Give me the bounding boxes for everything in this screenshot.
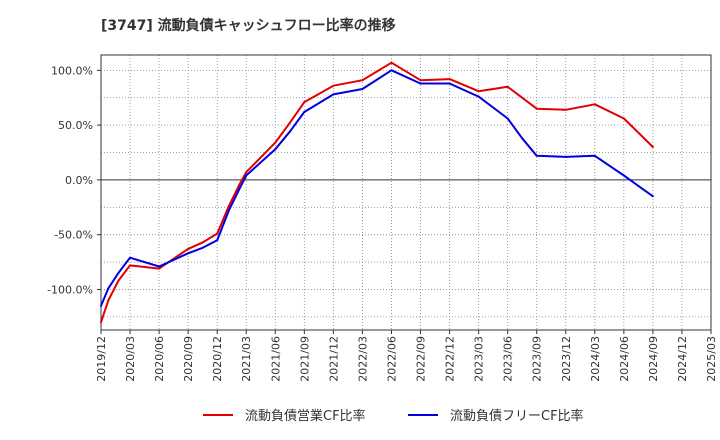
series-1-point: [448, 82, 451, 85]
series-0-point: [361, 79, 364, 82]
series-0-point: [216, 232, 219, 235]
series-1-point: [303, 111, 306, 113]
y-tick-label: 100.0%: [51, 64, 93, 77]
series-1-point: [107, 287, 110, 290]
series-0-point: [201, 241, 204, 244]
series-1-point: [506, 117, 509, 120]
series-1-point: [332, 93, 335, 96]
series-line-0: [100, 61, 654, 323]
series-1-point: [361, 88, 364, 90]
series-1-point: [117, 272, 120, 274]
x-tick-label: 2021/12: [327, 336, 340, 382]
x-tick-label: 2022/03: [356, 336, 369, 382]
series-0-point: [100, 321, 102, 324]
series-line-1: [100, 69, 654, 307]
x-tick-label: 2021/09: [298, 336, 311, 382]
series-1-point: [535, 154, 538, 157]
series-1-point: [216, 239, 219, 242]
legend: 流動負債営業CF比率 流動負債フリーCF比率: [203, 408, 584, 424]
x-tick-label: 2023/06: [502, 336, 515, 382]
series-1-point: [564, 155, 567, 158]
series-0-point: [238, 184, 240, 187]
series-1-point: [477, 95, 480, 98]
series-1-point: [419, 82, 422, 85]
x-tick-label: 2020/09: [182, 336, 195, 382]
series-layer: [100, 61, 654, 324]
series-1-point: [129, 256, 131, 259]
series-1-point: [622, 174, 625, 177]
x-tick-label: 2022/06: [385, 336, 398, 382]
series-1-point: [187, 252, 190, 255]
series-0-point: [593, 103, 596, 106]
series-0-point: [419, 79, 422, 82]
series-0-point: [158, 267, 161, 270]
series-0-point: [622, 117, 625, 120]
series-1-point: [238, 188, 240, 191]
series-1-point: [245, 174, 248, 177]
y-tick-label: 0.0%: [65, 174, 93, 187]
x-tick-label: 2024/03: [589, 336, 602, 382]
series-1-point: [201, 246, 204, 249]
y-tick-label: -100.0%: [47, 283, 93, 296]
series-0-point: [288, 121, 291, 124]
series-0-point: [303, 101, 306, 104]
x-tick-label: 2023/09: [531, 336, 544, 382]
series-1-point: [521, 137, 524, 140]
grid: [100, 55, 712, 330]
x-tick-label: 2020/03: [124, 336, 137, 382]
y-axis: 100.0% 50.0% 0.0% -50.0% -100.0%: [47, 64, 101, 296]
y-tick-label: 50.0%: [58, 119, 93, 132]
x-axis: 2019/12 2020/03 2020/06 2020/09 2020/12 2021/…: [95, 330, 718, 382]
series-0-point: [332, 84, 335, 87]
series-0-point: [535, 107, 538, 110]
legend-label-operating-cf: 流動負債営業CF比率: [245, 408, 366, 424]
series-0-point: [245, 171, 248, 174]
series-0-point: [107, 299, 110, 302]
series-0-point: [227, 205, 230, 208]
x-tick-label: 2020/06: [153, 336, 166, 382]
series-0-point: [477, 90, 480, 93]
series-1-point: [274, 148, 277, 151]
series-1-point: [593, 154, 596, 157]
series-0-point: [448, 78, 451, 81]
series-0-point: [564, 108, 567, 111]
x-tick-label: 2024/09: [647, 336, 660, 382]
x-tick-label: 2021/06: [269, 336, 282, 382]
x-tick-label: 2024/06: [618, 336, 631, 382]
x-tick-label: 2020/12: [211, 336, 224, 382]
series-1-point: [227, 209, 230, 212]
x-tick-label: 2025/03: [705, 336, 718, 382]
series-0-point: [129, 264, 131, 267]
x-tick-label: 2019/12: [95, 336, 108, 382]
series-1-point: [390, 69, 393, 72]
series-0-point: [390, 61, 393, 64]
series-1-point: [100, 304, 102, 307]
series-0-point: [187, 247, 190, 250]
series-0-point: [117, 279, 120, 282]
y-tick-label: -50.0%: [54, 229, 93, 242]
series-1-point: [288, 130, 291, 133]
series-0-point: [651, 146, 654, 148]
x-tick-label: 2024/12: [676, 336, 689, 382]
series-1-point: [651, 195, 654, 198]
x-tick-label: 2023/03: [473, 336, 486, 382]
chart-title: [3747] 流動負債キャッシュフロー比率の推移: [101, 17, 396, 34]
x-tick-label: 2023/12: [560, 336, 573, 382]
x-tick-label: 2021/03: [240, 336, 253, 382]
legend-label-free-cf: 流動負債フリーCF比率: [450, 408, 584, 424]
x-tick-label: 2022/12: [444, 336, 457, 382]
plot-frame: [100, 54, 712, 331]
x-tick-label: 2022/09: [415, 336, 428, 382]
series-1-point: [158, 265, 161, 268]
series-0-point: [274, 141, 277, 144]
series-0-point: [506, 85, 509, 88]
